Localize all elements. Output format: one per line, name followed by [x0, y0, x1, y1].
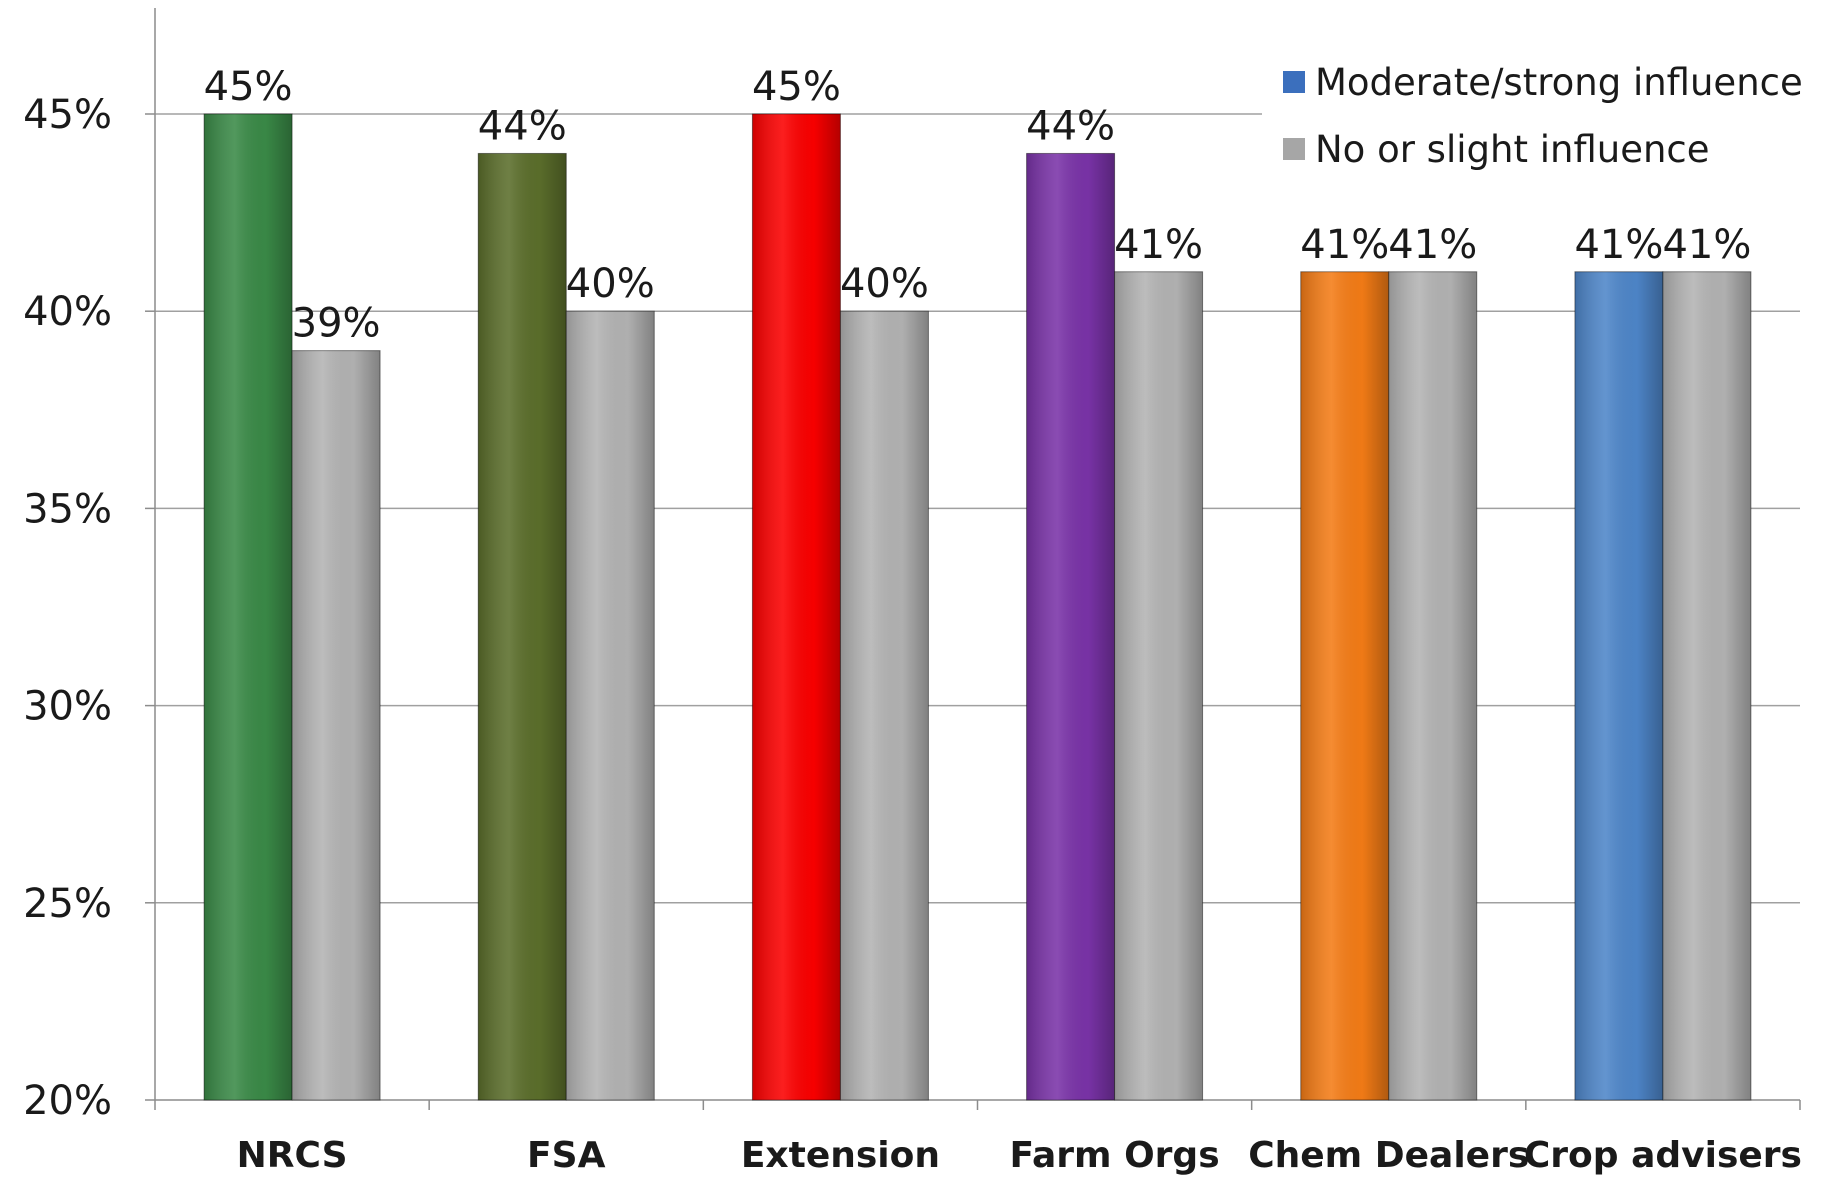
legend-swatch-slight — [1283, 138, 1305, 160]
bar-shading — [1300, 271, 1389, 1100]
y-tick-label: 20% — [23, 1078, 112, 1124]
data-label: 45% — [204, 64, 293, 110]
y-tick-label: 35% — [23, 486, 112, 532]
data-label: 39% — [292, 301, 381, 347]
category-label: FSA — [527, 1135, 606, 1176]
category-label: Farm Orgs — [1010, 1135, 1220, 1176]
y-tick-label: 40% — [23, 289, 112, 335]
data-label: 44% — [478, 103, 567, 149]
data-label: 45% — [752, 64, 841, 110]
data-labels: 45%39%44%40%45%40%44%41% 41% 41% 41% 41% — [204, 64, 1752, 347]
bar-shading — [752, 114, 841, 1100]
y-tick-label: 25% — [23, 881, 112, 927]
data-label: 44% — [1026, 103, 1115, 149]
bar-shading — [566, 311, 655, 1100]
data-label: 41% — [1662, 222, 1751, 268]
legend-label-moderate: Moderate/strong influence — [1315, 61, 1803, 104]
bar-shading — [1388, 271, 1477, 1100]
legend: Moderate/strong influence No or slight i… — [1262, 52, 1803, 192]
legend-label-slight: No or slight influence — [1315, 128, 1710, 171]
bar-shading — [292, 350, 381, 1100]
data-label: 41% — [1574, 222, 1663, 268]
legend-background — [1262, 52, 1802, 192]
data-label: 40% — [566, 261, 655, 307]
bar-shading — [840, 311, 929, 1100]
data-label: 41% — [1388, 222, 1477, 268]
bar-shading — [1574, 271, 1663, 1100]
bar-shading — [1114, 271, 1203, 1100]
category-label: Chem Dealers — [1248, 1135, 1529, 1176]
data-label: 41% — [1114, 222, 1203, 268]
data-label: 40% — [840, 261, 929, 307]
category-label: Crop advisers — [1524, 1135, 1802, 1176]
category-label: NRCS — [237, 1135, 348, 1176]
legend-swatch-moderate — [1283, 71, 1305, 93]
category-label: Extension — [741, 1135, 940, 1176]
bars — [203, 113, 1752, 1101]
y-tick-label: 30% — [23, 684, 112, 730]
bar-shading — [1026, 153, 1115, 1100]
y-tick-label: 45% — [23, 92, 112, 138]
bar-shading — [478, 153, 567, 1100]
gridlines — [155, 113, 1800, 904]
axes: 20% 25% 30% 35% 40% 45% NRCS FSA Extension Farm O… — [23, 8, 1802, 1176]
bar-shading — [1662, 271, 1751, 1100]
data-label: 41% — [1300, 222, 1389, 268]
bar-shading — [204, 114, 293, 1100]
